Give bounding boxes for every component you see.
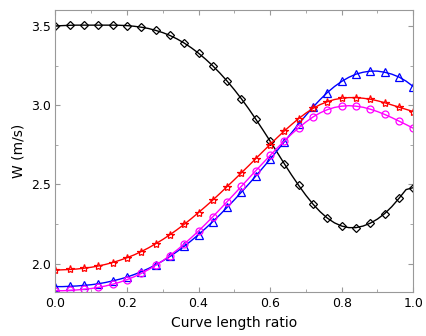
- X-axis label: Curve length ratio: Curve length ratio: [171, 316, 297, 330]
- Y-axis label: W (m/s): W (m/s): [11, 124, 25, 178]
